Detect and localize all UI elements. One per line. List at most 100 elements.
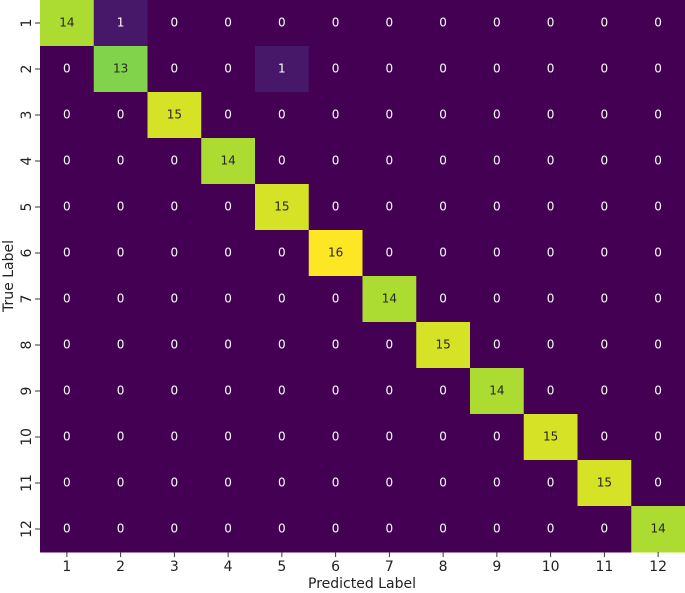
heatmap-cell <box>308 322 363 369</box>
heatmap-cell <box>362 0 417 47</box>
cell-label: 0 <box>224 108 232 122</box>
heatmap-cell <box>416 0 471 47</box>
cell-label: 0 <box>171 16 179 30</box>
cell-label: 0 <box>601 62 609 76</box>
x-tick-label: 7 <box>385 559 394 575</box>
y-tick-label: 6 <box>19 248 35 257</box>
heatmap-cell <box>255 368 310 415</box>
y-tick-label: 11 <box>19 474 35 492</box>
cell-label: 0 <box>63 62 71 76</box>
heatmap-cell <box>255 0 310 47</box>
cell-label: 0 <box>547 62 555 76</box>
heatmap-cell <box>631 368 685 415</box>
heatmap-cell <box>523 276 578 323</box>
heatmap-cell <box>577 184 632 231</box>
heatmap-cell <box>40 138 95 185</box>
heatmap-cell <box>93 322 148 369</box>
cell-label: 0 <box>439 246 447 260</box>
cell-label: 0 <box>547 154 555 168</box>
cell-label: 1 <box>278 62 286 76</box>
heatmap-cell <box>201 414 256 461</box>
cell-label: 0 <box>439 476 447 490</box>
heatmap-cell <box>93 276 148 323</box>
heatmap-cell <box>577 92 632 139</box>
heatmap-cell <box>201 322 256 369</box>
heatmap-cell <box>362 138 417 185</box>
heatmap-cell <box>577 276 632 323</box>
cell-label: 0 <box>224 16 232 30</box>
cell-label: 0 <box>601 200 609 214</box>
heatmap-cell <box>362 92 417 139</box>
cell-label: 0 <box>63 154 71 168</box>
heatmap-cell <box>308 0 363 47</box>
heatmap-cell <box>201 276 256 323</box>
cell-label: 0 <box>332 476 340 490</box>
cell-label: 0 <box>547 246 555 260</box>
heatmap-cell <box>147 184 202 231</box>
heatmap-cell <box>523 460 578 507</box>
cell-label: 0 <box>332 338 340 352</box>
cell-label: 0 <box>439 430 447 444</box>
heatmap-cell <box>93 184 148 231</box>
heatmap-cell <box>308 230 363 277</box>
heatmap-cell <box>40 230 95 277</box>
cell-label: 15 <box>274 200 289 214</box>
heatmap-cell <box>577 46 632 93</box>
cell-label: 0 <box>224 430 232 444</box>
heatmap-cell <box>470 138 525 185</box>
cell-label: 0 <box>654 476 662 490</box>
cell-label: 0 <box>493 246 501 260</box>
cell-label: 0 <box>493 430 501 444</box>
cell-label: 0 <box>171 476 179 490</box>
cell-label: 14 <box>220 154 235 168</box>
cell-label: 0 <box>654 62 662 76</box>
heatmap-cell <box>362 46 417 93</box>
heatmap-cell <box>416 46 471 93</box>
cell-label: 0 <box>601 522 609 536</box>
heatmap-cell <box>147 368 202 415</box>
cell-label: 0 <box>117 200 125 214</box>
heatmap-cell <box>523 368 578 415</box>
cell-label: 0 <box>224 292 232 306</box>
heatmap-cell <box>201 46 256 93</box>
cell-label: 0 <box>493 522 501 536</box>
cell-label: 0 <box>493 476 501 490</box>
cell-label: 0 <box>547 108 555 122</box>
x-tick-label: 2 <box>116 559 125 575</box>
heatmap-cell <box>147 92 202 139</box>
cell-label: 0 <box>63 246 71 260</box>
cell-label: 0 <box>117 476 125 490</box>
cell-label: 0 <box>278 246 286 260</box>
cell-label: 0 <box>171 338 179 352</box>
heatmap-cell <box>416 138 471 185</box>
y-tick-label: 1 <box>19 19 35 28</box>
cell-label: 0 <box>386 16 394 30</box>
heatmap-cell <box>631 184 685 231</box>
heatmap-cell <box>40 322 95 369</box>
cell-label: 0 <box>224 384 232 398</box>
cell-label: 0 <box>117 430 125 444</box>
cell-label: 0 <box>171 62 179 76</box>
heatmap-cell <box>308 460 363 507</box>
heatmap-cell <box>255 322 310 369</box>
cell-label: 0 <box>439 292 447 306</box>
heatmap-cell <box>362 414 417 461</box>
heatmap-cell <box>631 506 685 553</box>
heatmap-cell <box>577 506 632 553</box>
y-tick-label: 4 <box>19 156 35 165</box>
heatmap-cell <box>255 506 310 553</box>
heatmap-cell <box>308 138 363 185</box>
cell-label: 0 <box>601 16 609 30</box>
heatmap-cell <box>147 414 202 461</box>
heatmap-cell <box>416 322 471 369</box>
cell-label: 0 <box>332 16 340 30</box>
cell-label: 0 <box>278 338 286 352</box>
heatmap-cell <box>631 460 685 507</box>
cell-label: 0 <box>171 246 179 260</box>
cell-label: 0 <box>63 200 71 214</box>
cell-label: 0 <box>386 430 394 444</box>
heatmap-cell <box>523 230 578 277</box>
heatmap-cell <box>523 414 578 461</box>
cell-label: 0 <box>601 338 609 352</box>
cell-label: 0 <box>117 522 125 536</box>
